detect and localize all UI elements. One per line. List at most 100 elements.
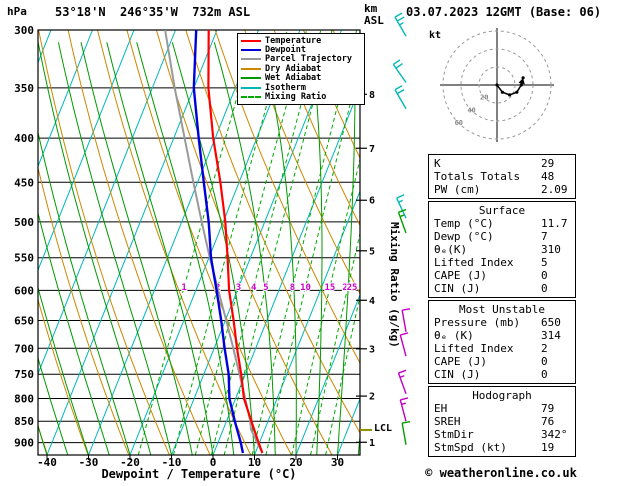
km-tick-label: 8 — [369, 90, 375, 101]
pressure-tick-label: 300 — [14, 24, 34, 37]
legend-item-label: Temperature — [265, 35, 322, 46]
legend-item: Dry Adiabat — [241, 63, 364, 74]
table-row: CIN (J) 0 — [429, 368, 575, 381]
wet-adiabat-line — [38, 356, 69, 455]
pressure-tick-label: 500 — [14, 216, 34, 229]
legend-item-label: Dry Adiabat — [265, 63, 322, 74]
table-row-label: CIN (J) — [434, 368, 481, 381]
wind-barb-halftick — [399, 214, 405, 218]
temp-tick-label: -20 — [120, 456, 140, 469]
mixing-ratio-value-label: 25 — [347, 283, 358, 293]
table-row: Lifted Index 2 — [429, 342, 575, 355]
km-tick-label: 1 — [369, 438, 375, 449]
legend: Temperature Dewpoint Parcel Trajectory Dry … — [237, 33, 365, 105]
wind-barb-staff — [394, 89, 407, 110]
temp-tick-label: -10 — [162, 456, 182, 469]
table-section-header: Surface — [478, 204, 526, 217]
plot-frame — [37, 29, 361, 456]
wet-adiabat-line — [38, 211, 110, 455]
lcl-label: LCL — [374, 423, 393, 434]
indices-table-section: Surface Temp (°C) 11.7 Dewp (°C) 7 θₑ(K) 310 Li… — [428, 201, 576, 298]
wet-adiabat-line — [337, 42, 356, 455]
legend-item-label: Parcel Trajectory — [265, 54, 352, 65]
table-row-label: StmDir — [434, 428, 474, 441]
table-row: Pressure (mb) 650 — [429, 316, 575, 329]
mixing-ratio-value-label: 1 — [181, 283, 186, 293]
table-row: SREH 76 — [429, 415, 575, 428]
wet-adiabat-line — [213, 42, 276, 455]
table-row-label: SREH — [434, 415, 461, 428]
table-row-value: 650 — [541, 316, 561, 329]
table-row: Lifted Index 5 — [429, 256, 575, 269]
wet-adiabat-line — [310, 42, 323, 455]
wind-barb-tick — [396, 89, 405, 95]
table-row-label: Pressure (mb) — [434, 316, 521, 329]
indices-table-section: K 29 Totals Totals 48 PW (cm) 2.09 — [428, 154, 576, 199]
table-row-label: Totals Totals — [434, 170, 521, 183]
table-row-value: 48 — [541, 170, 555, 183]
pressure-tick-label: 750 — [14, 368, 34, 381]
wet-adiabat-line — [38, 130, 131, 455]
legend-item: Parcel Trajectory — [241, 54, 364, 65]
pressure-tick-label: 900 — [14, 437, 34, 450]
table-row-label: Lifted Index — [434, 342, 514, 355]
wind-barb-staff — [401, 310, 407, 332]
temp-tick-label: 10 — [248, 456, 261, 469]
table-row-value: 29 — [541, 157, 555, 170]
hodograph-trace-point — [495, 83, 499, 87]
dewpoint-line — [192, 30, 245, 454]
wind-barb-halftick — [401, 402, 406, 405]
km-axis-datum: ASL — [364, 14, 384, 27]
table-row-label: Dewp (°C) — [434, 230, 494, 243]
pressure-tick-label: 850 — [14, 415, 34, 428]
wind-barb-halftick — [398, 199, 403, 203]
table-row-label: K — [434, 157, 441, 170]
table-row-value: 0 — [541, 269, 548, 282]
axis-layer: 3003504004505005506006507007508008509001… — [14, 24, 375, 469]
mixing-ratio-value-label: 4 — [251, 283, 257, 293]
hodograph-ring — [478, 66, 516, 104]
table-row-value: 79 — [541, 402, 555, 415]
table-row: Totals Totals 48 — [429, 170, 575, 183]
km-axis-unit: km — [364, 2, 378, 15]
wet-adiabat-line — [38, 285, 89, 455]
km-tick-label: 4 — [369, 296, 375, 307]
wind-barb-tick — [398, 369, 407, 374]
table-section-header: Hodograph — [472, 389, 532, 402]
pressure-tick-label: 450 — [14, 176, 34, 189]
legend-swatch — [241, 67, 261, 70]
table-row: StmDir 342° — [429, 428, 575, 441]
pressure-tick-label: 600 — [14, 284, 34, 297]
dry-adiabat-line — [38, 165, 130, 455]
legend-swatch — [241, 96, 261, 99]
table-section-header: Most Unstable — [458, 303, 546, 316]
wind-barb-tick — [402, 421, 411, 424]
table-row-label: EH — [434, 402, 448, 415]
table-row-value: 7 — [541, 230, 548, 243]
wet-adiabat-line — [38, 42, 152, 455]
mixing-ratio-line — [210, 30, 322, 455]
table-row-value: 5 — [541, 256, 548, 269]
table-row-value: 76 — [541, 415, 555, 428]
table-row: CAPE (J) 0 — [429, 355, 575, 368]
legend-item-label: Wet Adiabat — [265, 73, 322, 84]
dry-adiabat-line — [38, 30, 170, 455]
legend-swatch — [241, 86, 261, 89]
mixing-ratio-value-label: 3 — [236, 283, 241, 293]
legend-swatch — [241, 49, 261, 52]
table-row-value: 19 — [541, 441, 555, 454]
wind-barb-tick — [395, 63, 403, 69]
temp-tick-label: -40 — [37, 456, 57, 469]
table-row-value: 0 — [541, 368, 548, 381]
mixing-ratio-value-label: 10 — [300, 283, 311, 293]
indices-table: K 29 Totals Totals 48 PW (cm) 2.09 Surface Temp… — [428, 154, 576, 459]
temperature-axis-caption: Dewpoint / Temperature (°C) — [101, 467, 297, 481]
table-row-value: 310 — [541, 243, 561, 256]
table-row-value: 0 — [541, 282, 548, 295]
temp-tick-label: -30 — [79, 456, 99, 469]
table-row: StmSpd (kt) 19 — [429, 441, 575, 454]
mixing-ratio-value-label: 20 — [342, 283, 353, 293]
dry-adiabat-line — [67, 30, 211, 455]
wet-adiabat-line — [80, 42, 193, 455]
parcel-trajectory-line — [164, 30, 264, 454]
